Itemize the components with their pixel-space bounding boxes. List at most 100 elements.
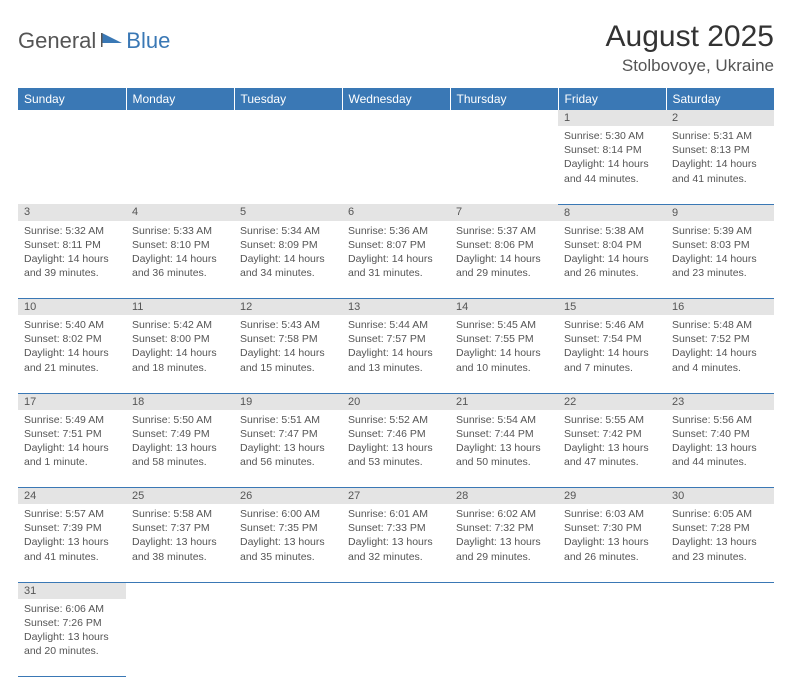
sunset-line: Sunset: 7:30 PM — [564, 521, 660, 535]
daylight-line: Daylight: 14 hours and 34 minutes. — [240, 252, 336, 280]
daylight-line: Daylight: 14 hours and 39 minutes. — [24, 252, 120, 280]
day-cell: Sunrise: 5:37 AMSunset: 8:06 PMDaylight:… — [450, 221, 558, 299]
day-cell: Sunrise: 5:58 AMSunset: 7:37 PMDaylight:… — [126, 504, 234, 582]
sunset-line: Sunset: 7:40 PM — [672, 427, 768, 441]
day-content: Sunrise: 5:31 AMSunset: 8:13 PMDaylight:… — [666, 126, 774, 192]
day-number-cell: 27 — [342, 488, 450, 505]
sunrise-line: Sunrise: 5:57 AM — [24, 507, 120, 521]
daylight-line: Daylight: 14 hours and 1 minute. — [24, 441, 120, 469]
sunset-line: Sunset: 7:32 PM — [456, 521, 552, 535]
daylight-line: Daylight: 14 hours and 18 minutes. — [132, 346, 228, 374]
daynum-row: 17181920212223 — [18, 393, 774, 410]
sunrise-line: Sunrise: 5:48 AM — [672, 318, 768, 332]
day-number-cell: 18 — [126, 393, 234, 410]
day-number-cell: 9 — [666, 204, 774, 221]
day-number-cell: 8 — [558, 204, 666, 221]
daylight-line: Daylight: 14 hours and 10 minutes. — [456, 346, 552, 374]
day-cell — [234, 126, 342, 204]
sunrise-line: Sunrise: 5:54 AM — [456, 413, 552, 427]
day-cell — [450, 599, 558, 677]
day-number-cell: 10 — [18, 299, 126, 316]
weekday-header-row: SundayMondayTuesdayWednesdayThursdayFrid… — [18, 88, 774, 110]
sunset-line: Sunset: 8:11 PM — [24, 238, 120, 252]
daylight-line: Daylight: 14 hours and 26 minutes. — [564, 252, 660, 280]
daylight-line: Daylight: 13 hours and 20 minutes. — [24, 630, 120, 658]
sunrise-line: Sunrise: 5:44 AM — [348, 318, 444, 332]
day-number-cell: 2 — [666, 110, 774, 126]
daylight-line: Daylight: 13 hours and 44 minutes. — [672, 441, 768, 469]
sunrise-line: Sunrise: 5:56 AM — [672, 413, 768, 427]
day-content: Sunrise: 5:45 AMSunset: 7:55 PMDaylight:… — [450, 315, 558, 381]
day-content: Sunrise: 5:36 AMSunset: 8:07 PMDaylight:… — [342, 221, 450, 287]
sunset-line: Sunset: 7:35 PM — [240, 521, 336, 535]
sunrise-line: Sunrise: 6:03 AM — [564, 507, 660, 521]
weekday-header: Sunday — [18, 88, 126, 110]
day-cell: Sunrise: 5:54 AMSunset: 7:44 PMDaylight:… — [450, 410, 558, 488]
daylight-line: Daylight: 14 hours and 21 minutes. — [24, 346, 120, 374]
daylight-line: Daylight: 13 hours and 38 minutes. — [132, 535, 228, 563]
location: Stolbovoye, Ukraine — [606, 56, 774, 76]
sunset-line: Sunset: 7:49 PM — [132, 427, 228, 441]
sunrise-line: Sunrise: 6:02 AM — [456, 507, 552, 521]
sunrise-line: Sunrise: 5:49 AM — [24, 413, 120, 427]
day-cell: Sunrise: 6:00 AMSunset: 7:35 PMDaylight:… — [234, 504, 342, 582]
day-cell — [234, 599, 342, 677]
day-cell: Sunrise: 5:46 AMSunset: 7:54 PMDaylight:… — [558, 315, 666, 393]
day-content: Sunrise: 5:51 AMSunset: 7:47 PMDaylight:… — [234, 410, 342, 476]
day-cell — [342, 126, 450, 204]
day-content: Sunrise: 6:00 AMSunset: 7:35 PMDaylight:… — [234, 504, 342, 570]
day-number-cell — [18, 110, 126, 126]
weekday-header: Friday — [558, 88, 666, 110]
week-row: Sunrise: 5:57 AMSunset: 7:39 PMDaylight:… — [18, 504, 774, 582]
day-number-cell: 13 — [342, 299, 450, 316]
sunrise-line: Sunrise: 5:43 AM — [240, 318, 336, 332]
daylight-line: Daylight: 13 hours and 26 minutes. — [564, 535, 660, 563]
day-number-cell: 26 — [234, 488, 342, 505]
sunset-line: Sunset: 7:58 PM — [240, 332, 336, 346]
day-cell — [126, 126, 234, 204]
day-number-cell: 30 — [666, 488, 774, 505]
daylight-line: Daylight: 13 hours and 32 minutes. — [348, 535, 444, 563]
day-number-cell — [342, 582, 450, 599]
day-cell — [666, 599, 774, 677]
daynum-row: 31 — [18, 582, 774, 599]
day-cell: Sunrise: 5:56 AMSunset: 7:40 PMDaylight:… — [666, 410, 774, 488]
daylight-line: Daylight: 14 hours and 41 minutes. — [672, 157, 768, 185]
day-content: Sunrise: 5:56 AMSunset: 7:40 PMDaylight:… — [666, 410, 774, 476]
sunset-line: Sunset: 7:47 PM — [240, 427, 336, 441]
sunrise-line: Sunrise: 6:00 AM — [240, 507, 336, 521]
day-content: Sunrise: 5:38 AMSunset: 8:04 PMDaylight:… — [558, 221, 666, 287]
sunset-line: Sunset: 8:06 PM — [456, 238, 552, 252]
day-content: Sunrise: 5:37 AMSunset: 8:06 PMDaylight:… — [450, 221, 558, 287]
day-cell: Sunrise: 6:06 AMSunset: 7:26 PMDaylight:… — [18, 599, 126, 677]
day-cell: Sunrise: 6:05 AMSunset: 7:28 PMDaylight:… — [666, 504, 774, 582]
day-content: Sunrise: 5:44 AMSunset: 7:57 PMDaylight:… — [342, 315, 450, 381]
sunset-line: Sunset: 7:57 PM — [348, 332, 444, 346]
sunset-line: Sunset: 7:46 PM — [348, 427, 444, 441]
day-cell: Sunrise: 5:34 AMSunset: 8:09 PMDaylight:… — [234, 221, 342, 299]
sunset-line: Sunset: 8:00 PM — [132, 332, 228, 346]
daylight-line: Daylight: 13 hours and 53 minutes. — [348, 441, 444, 469]
day-number-cell: 21 — [450, 393, 558, 410]
day-content: Sunrise: 5:57 AMSunset: 7:39 PMDaylight:… — [18, 504, 126, 570]
sunset-line: Sunset: 8:13 PM — [672, 143, 768, 157]
week-row: Sunrise: 6:06 AMSunset: 7:26 PMDaylight:… — [18, 599, 774, 677]
daylight-line: Daylight: 14 hours and 7 minutes. — [564, 346, 660, 374]
daylight-line: Daylight: 13 hours and 41 minutes. — [24, 535, 120, 563]
weekday-header: Thursday — [450, 88, 558, 110]
sunset-line: Sunset: 7:37 PM — [132, 521, 228, 535]
day-cell: Sunrise: 5:36 AMSunset: 8:07 PMDaylight:… — [342, 221, 450, 299]
daylight-line: Daylight: 13 hours and 50 minutes. — [456, 441, 552, 469]
day-content: Sunrise: 5:40 AMSunset: 8:02 PMDaylight:… — [18, 315, 126, 381]
day-number-cell: 17 — [18, 393, 126, 410]
day-number-cell — [666, 582, 774, 599]
daylight-line: Daylight: 14 hours and 23 minutes. — [672, 252, 768, 280]
sunrise-line: Sunrise: 5:39 AM — [672, 224, 768, 238]
daylight-line: Daylight: 14 hours and 4 minutes. — [672, 346, 768, 374]
day-cell: Sunrise: 5:43 AMSunset: 7:58 PMDaylight:… — [234, 315, 342, 393]
day-content: Sunrise: 5:55 AMSunset: 7:42 PMDaylight:… — [558, 410, 666, 476]
sunrise-line: Sunrise: 5:30 AM — [564, 129, 660, 143]
day-number-cell: 3 — [18, 204, 126, 221]
daylight-line: Daylight: 14 hours and 31 minutes. — [348, 252, 444, 280]
sunset-line: Sunset: 7:52 PM — [672, 332, 768, 346]
